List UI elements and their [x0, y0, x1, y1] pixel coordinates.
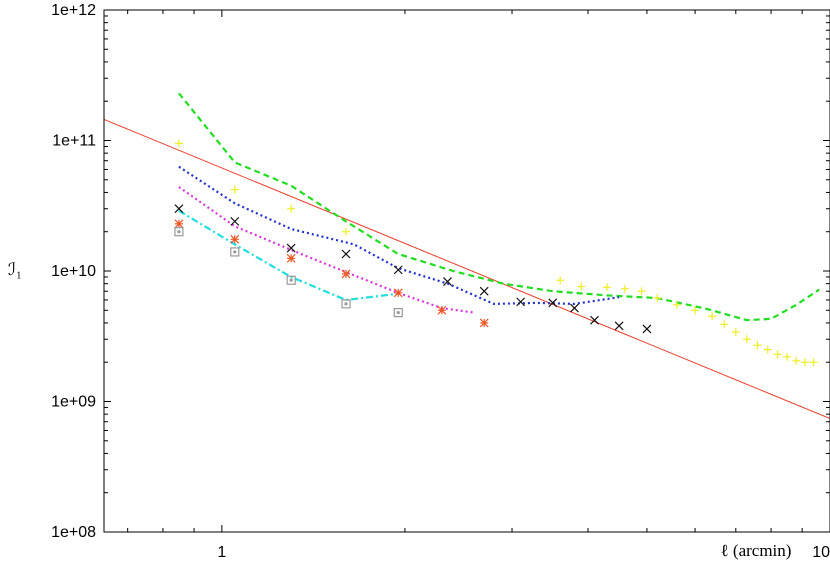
y-tick-label: 1e+10: [51, 263, 96, 280]
data-point: [174, 204, 184, 214]
data-point: [393, 307, 403, 318]
data-point: [174, 139, 183, 148]
x-axis-label: ℓ (arcmin): [721, 541, 792, 560]
data-point: [341, 269, 351, 279]
data-point: [230, 234, 240, 244]
data-point: [753, 341, 762, 350]
data-point: [801, 358, 810, 367]
marker-series-plus: [174, 139, 818, 367]
data-point: [516, 297, 526, 307]
data-point: [393, 288, 403, 298]
series-line-dotted: [178, 165, 620, 306]
data-point: [548, 298, 558, 308]
data-point: [230, 216, 240, 226]
x-tick-label: 1: [217, 544, 226, 561]
data-point: [287, 204, 296, 213]
data-point: [174, 219, 184, 229]
data-point: [792, 356, 801, 365]
data-point: [603, 283, 612, 292]
y-axis-label: ℐ₁: [8, 260, 22, 279]
y-tick-label: 1e+12: [51, 2, 96, 19]
data-point: [620, 284, 629, 293]
marker-series-star: [174, 219, 489, 328]
data-point: [637, 287, 646, 296]
marker-series-boxdot: [174, 227, 403, 318]
marker-series-cross: [174, 204, 652, 334]
series-line-dotted: [178, 186, 475, 314]
series-layer: [103, 92, 830, 420]
data-point: [393, 265, 403, 275]
y-tick-label: 1e+11: [52, 133, 96, 150]
data-point: [286, 253, 296, 263]
x-tick-label: 10: [812, 544, 830, 561]
data-point: [443, 277, 452, 286]
data-point: [642, 324, 652, 334]
data-point: [763, 345, 772, 354]
data-point: [590, 315, 599, 325]
data-point: [230, 247, 240, 257]
data-point: [691, 306, 700, 315]
data-point: [286, 243, 296, 253]
data-point: [286, 275, 296, 285]
data-point: [809, 358, 818, 367]
data-point: [773, 350, 782, 359]
data-point: [479, 318, 489, 328]
plot-frame: [103, 9, 830, 533]
data-point: [672, 300, 681, 309]
series-line-dashdot: [178, 209, 399, 302]
data-point: [341, 299, 351, 309]
data-point: [577, 282, 586, 291]
data-point: [342, 227, 350, 236]
data-point: [556, 276, 565, 285]
data-point: [341, 249, 351, 259]
y-tick-label: 1e+08: [51, 524, 96, 541]
data-point: [614, 321, 624, 331]
data-point: [742, 335, 751, 344]
data-point: [720, 320, 729, 329]
data-point: [570, 303, 579, 313]
series-line-solid: [103, 118, 830, 420]
data-point: [731, 328, 740, 337]
axis-ticks: 1e+08 1e+09 1e+10 1e+11 1e+12 1 10: [51, 2, 830, 561]
data-point: [479, 286, 489, 296]
data-point: [230, 185, 239, 194]
data-point: [653, 294, 662, 303]
y-tick-label: 1e+09: [51, 394, 96, 411]
data-point: [783, 352, 792, 361]
data-point: [708, 312, 717, 321]
data-point: [437, 305, 447, 315]
series-line-dashed: [178, 92, 820, 322]
data-point: [174, 227, 184, 237]
